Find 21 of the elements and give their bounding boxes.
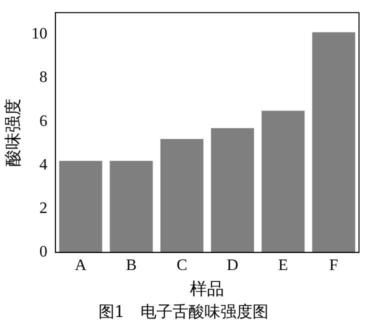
y-tick-label: 10 (31, 26, 48, 43)
bar (59, 160, 102, 252)
x-tick-label: C (176, 257, 188, 274)
bar (110, 160, 153, 252)
bar (210, 128, 254, 252)
y-tick-label: 8 (39, 69, 48, 86)
y-axis-title: 酸味强度 (4, 98, 23, 166)
caption: 图1 电子舌酸味强度图 (97, 302, 270, 323)
x-tick-label: B (126, 257, 137, 274)
x-tick-label: F (329, 257, 338, 274)
bar (160, 139, 204, 252)
y-tick-label: 6 (39, 112, 48, 130)
x-tick-label: D (226, 257, 238, 274)
bar (262, 110, 305, 252)
x-tick-label: E (278, 257, 288, 274)
y-tick-label: 2 (39, 200, 48, 218)
x-tick-label: A (74, 257, 87, 274)
bar (312, 32, 356, 252)
y-tick-label: 4 (39, 156, 48, 174)
y-tick-label: 0 (39, 244, 48, 261)
x-axis-title: 样品 (190, 279, 224, 298)
